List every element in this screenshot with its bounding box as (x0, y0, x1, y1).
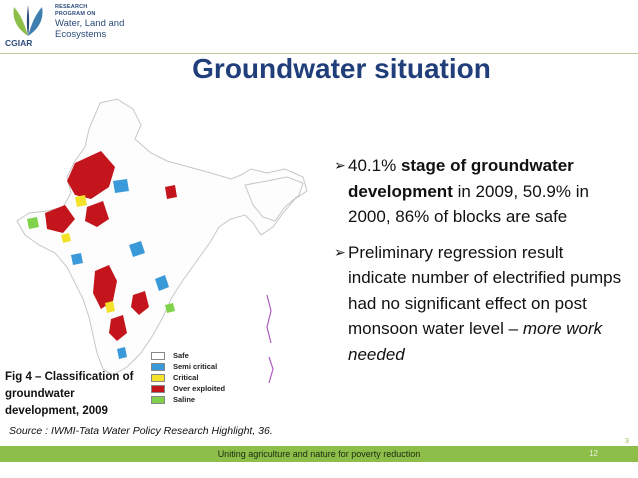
slide-title: Groundwater situation (192, 53, 491, 84)
legend-swatch (151, 395, 165, 404)
bullet-text-pre: Preliminary regression result indicate n… (348, 242, 622, 339)
map-legend: Safe Semi critical Critical Over exploit… (151, 350, 225, 405)
figure-caption: Fig 4 – Classification of groundwater de… (5, 371, 134, 417)
logo-program-name-2: Ecosystems (55, 29, 107, 40)
arrow-bullet-icon: ➢ (334, 243, 346, 260)
legend-item-over-exploited: Over exploited (151, 383, 225, 394)
bullet-list: ➢ 40.1% stage of groundwater development… (334, 153, 626, 367)
logo-line-research: RESEARCH (55, 4, 88, 10)
corner-number: 3 (625, 438, 629, 445)
island-outlines (266, 294, 274, 384)
india-outline (16, 98, 308, 376)
india-groundwater-map (16, 98, 308, 384)
legend-item-critical: Critical (151, 372, 225, 383)
source-citation: Source : IWMI-Tata Water Policy Research… (9, 425, 273, 437)
footer-tagline: Uniting agriculture and nature for pover… (217, 449, 421, 459)
legend-label: Safe (173, 351, 189, 360)
bullet-text-post: in 2009, 50.9% in 2000, 86% of blocks ar… (348, 181, 589, 227)
program-logo: RESEARCH PROGRAM ON Water, Land and Ecos… (6, 4, 136, 52)
legend-label: Semi critical (173, 362, 218, 371)
saline-zones (27, 217, 175, 313)
legend-label: Over exploited (173, 384, 226, 393)
legend-swatch (151, 351, 165, 360)
critical-zones (61, 195, 115, 313)
logo-line-program: PROGRAM ON (55, 11, 96, 17)
legend-swatch (151, 362, 165, 371)
bullet-item: ➢ 40.1% stage of groundwater development… (334, 153, 626, 230)
legend-label: Saline (173, 395, 196, 404)
bullet-text-italic: more work needed (348, 319, 603, 364)
logo-program-name-1: Water, Land and (55, 18, 125, 29)
legend-swatch (151, 384, 165, 393)
footer-bar (0, 446, 638, 462)
legend-item-saline: Saline (151, 394, 225, 405)
arrow-bullet-icon: ➢ (334, 157, 346, 173)
slide-number: 12 (589, 449, 598, 458)
legend-item-semi-critical: Semi critical (151, 361, 225, 372)
bullet-text-bold: stage of groundwater development (348, 156, 574, 201)
legend-label: Critical (173, 373, 199, 382)
wheat-leaf-icon (13, 5, 43, 36)
over-exploited-zones (45, 151, 177, 341)
header-divider (0, 53, 638, 54)
bullet-text-pre: 40.1% (348, 156, 401, 175)
cgiar-label: CGIAR (5, 38, 33, 48)
northeast-outline (244, 176, 304, 222)
bullet-item: ➢ Preliminary regression result indicate… (334, 240, 626, 368)
legend-item-safe: Safe (151, 350, 225, 361)
legend-swatch (151, 373, 165, 382)
semi-critical-zones (71, 179, 169, 359)
